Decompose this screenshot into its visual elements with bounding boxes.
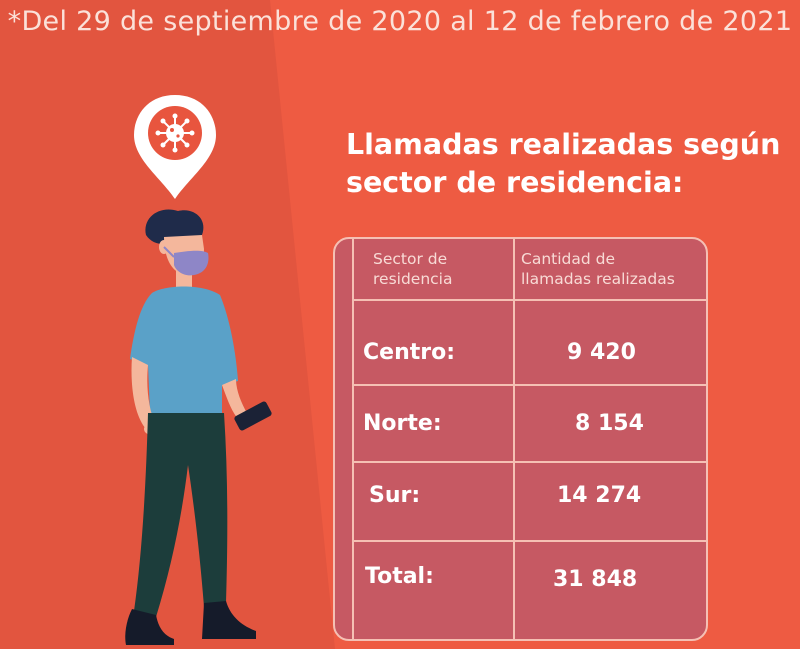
row-label-centro: Centro: [363, 340, 456, 365]
heading-line-2: sector de residencia: [346, 166, 684, 199]
row-value-centro: 9 420 [567, 340, 636, 365]
row-value-norte: 8 154 [575, 411, 644, 436]
table-divider-row-4 [352, 540, 708, 542]
row-label-norte: Norte: [363, 411, 442, 436]
row-label-total: Total: [365, 564, 434, 589]
row-label-sur: Sur: [369, 483, 421, 508]
table-divider-middle [513, 239, 515, 639]
location-pin-icon [134, 95, 216, 199]
table-divider-row-3 [352, 461, 708, 463]
date-range-text: *Del 29 de septiembre de 2020 al 12 de f… [7, 6, 793, 37]
virus-icon [155, 113, 195, 153]
table-divider-row-2 [352, 384, 708, 386]
column-header-calls-line-1: Cantidad de [521, 250, 616, 268]
infographic-heading: Llamadas realizadas según sector de resi… [346, 126, 786, 202]
column-header-sector-line-2: residencia [373, 270, 453, 288]
column-header-calls: Cantidad de llamadas realizadas [521, 249, 675, 289]
column-header-sector-line-1: Sector de [373, 250, 448, 268]
column-header-sector: Sector de residencia [373, 249, 452, 289]
row-value-total: 31 848 [553, 567, 638, 592]
table-divider-row-1 [352, 299, 708, 301]
heading-line-1: Llamadas realizadas según [346, 128, 781, 161]
table-divider-left [352, 239, 354, 639]
column-header-calls-line-2: llamadas realizadas [521, 270, 675, 288]
calls-table: Sector de residencia Cantidad de llamada… [333, 237, 708, 641]
row-value-sur: 14 274 [557, 483, 642, 508]
person-illustration [125, 95, 272, 645]
